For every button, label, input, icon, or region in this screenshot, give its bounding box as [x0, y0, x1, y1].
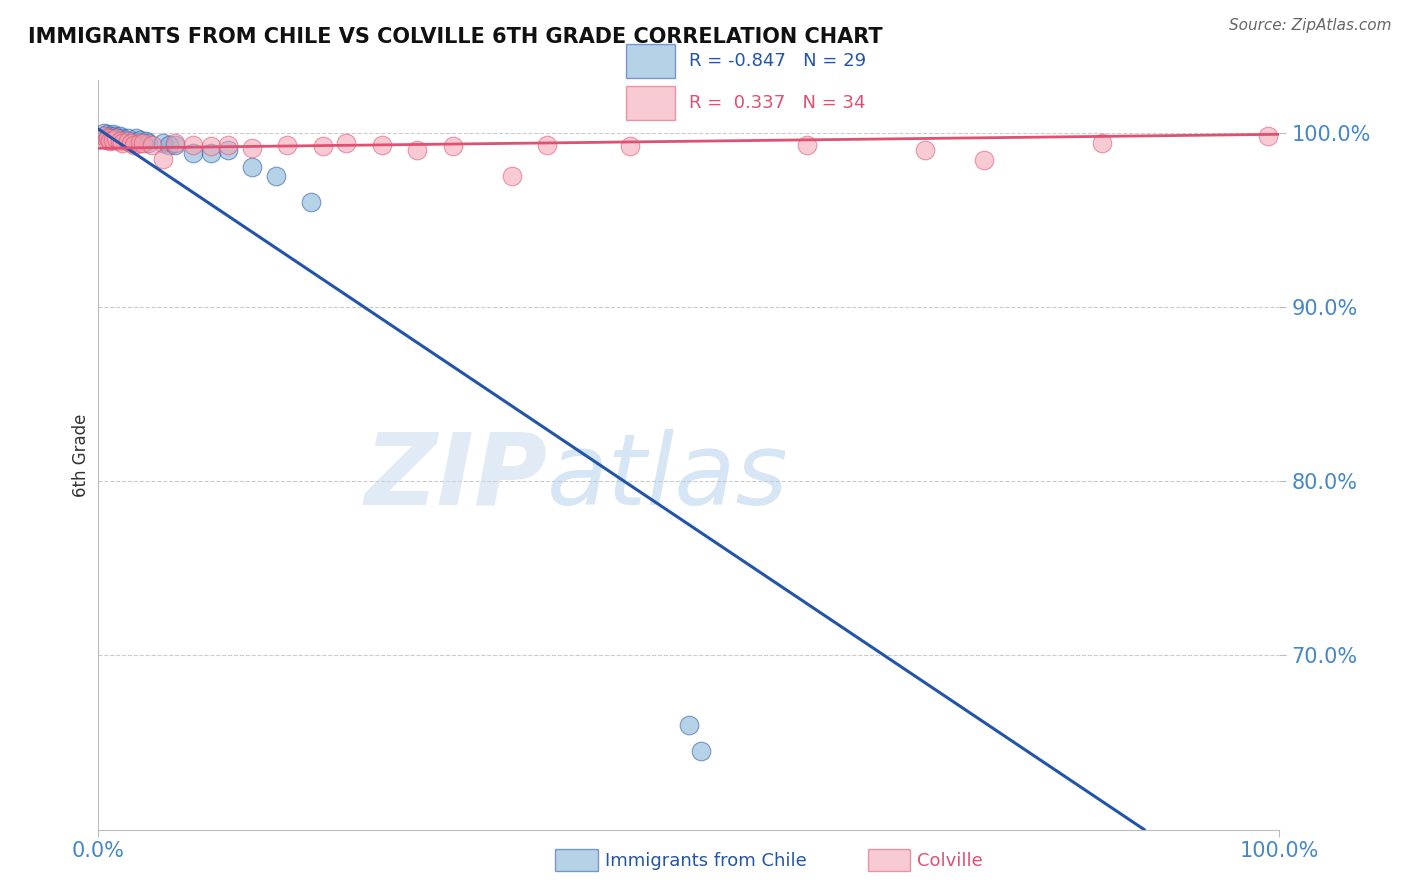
FancyBboxPatch shape	[868, 849, 910, 871]
Point	[121, 136, 143, 150]
Point	[200, 139, 222, 153]
Point	[122, 134, 145, 148]
Point	[181, 146, 204, 161]
Point	[112, 132, 135, 146]
Point	[105, 132, 128, 146]
Point	[264, 169, 287, 183]
Point	[217, 143, 239, 157]
FancyBboxPatch shape	[555, 849, 598, 871]
Point	[217, 137, 239, 152]
Point	[299, 195, 322, 210]
Point	[152, 136, 174, 150]
Point	[93, 129, 115, 144]
Text: ZIP: ZIP	[364, 429, 547, 526]
Point	[165, 136, 187, 150]
Point	[135, 134, 157, 148]
FancyBboxPatch shape	[626, 87, 675, 120]
Point	[240, 141, 263, 155]
Text: Source: ZipAtlas.com: Source: ZipAtlas.com	[1229, 18, 1392, 33]
Y-axis label: 6th Grade: 6th Grade	[72, 413, 90, 497]
Point	[689, 744, 711, 758]
Point	[103, 129, 125, 144]
Point	[914, 143, 936, 157]
Point	[128, 132, 150, 146]
Point	[973, 153, 995, 168]
Point	[200, 146, 222, 161]
Point	[276, 137, 298, 152]
Text: Immigrants from Chile: Immigrants from Chile	[605, 852, 806, 870]
Point	[111, 136, 134, 150]
Point	[98, 129, 121, 144]
Point	[619, 139, 641, 153]
Point	[111, 130, 134, 145]
Point	[132, 136, 155, 150]
Text: R =  0.337   N = 34: R = 0.337 N = 34	[689, 95, 866, 112]
Point	[796, 137, 818, 152]
Point	[181, 137, 204, 152]
Point	[1091, 136, 1114, 150]
Point	[117, 130, 139, 145]
Point	[136, 136, 159, 150]
Point	[128, 136, 150, 150]
Point	[1257, 129, 1279, 144]
Point	[97, 130, 120, 145]
Point	[101, 128, 124, 142]
Text: IMMIGRANTS FROM CHILE VS COLVILLE 6TH GRADE CORRELATION CHART: IMMIGRANTS FROM CHILE VS COLVILLE 6TH GR…	[28, 27, 883, 46]
Point	[125, 130, 148, 145]
Point	[117, 134, 139, 148]
Point	[157, 137, 180, 152]
FancyBboxPatch shape	[626, 44, 675, 78]
Point	[108, 129, 131, 144]
Point	[98, 134, 121, 148]
Point	[141, 137, 163, 152]
Point	[122, 137, 145, 152]
Point	[335, 136, 357, 150]
Point	[312, 139, 335, 153]
Point	[96, 132, 118, 146]
Point	[96, 128, 118, 142]
Point	[98, 130, 121, 145]
Point	[100, 132, 122, 146]
Point	[441, 139, 464, 153]
Text: R = -0.847   N = 29: R = -0.847 N = 29	[689, 52, 866, 70]
Point	[152, 152, 174, 166]
Point	[93, 126, 115, 140]
Point	[536, 137, 558, 152]
Point	[101, 132, 124, 146]
Point	[406, 143, 429, 157]
Point	[240, 161, 263, 175]
Point	[108, 134, 131, 148]
Text: Colville: Colville	[917, 852, 983, 870]
Point	[105, 130, 128, 145]
Point	[165, 137, 187, 152]
Point	[105, 130, 128, 145]
Point	[678, 718, 700, 732]
Text: atlas: atlas	[547, 429, 789, 526]
Point	[501, 169, 523, 183]
Point	[371, 137, 394, 152]
